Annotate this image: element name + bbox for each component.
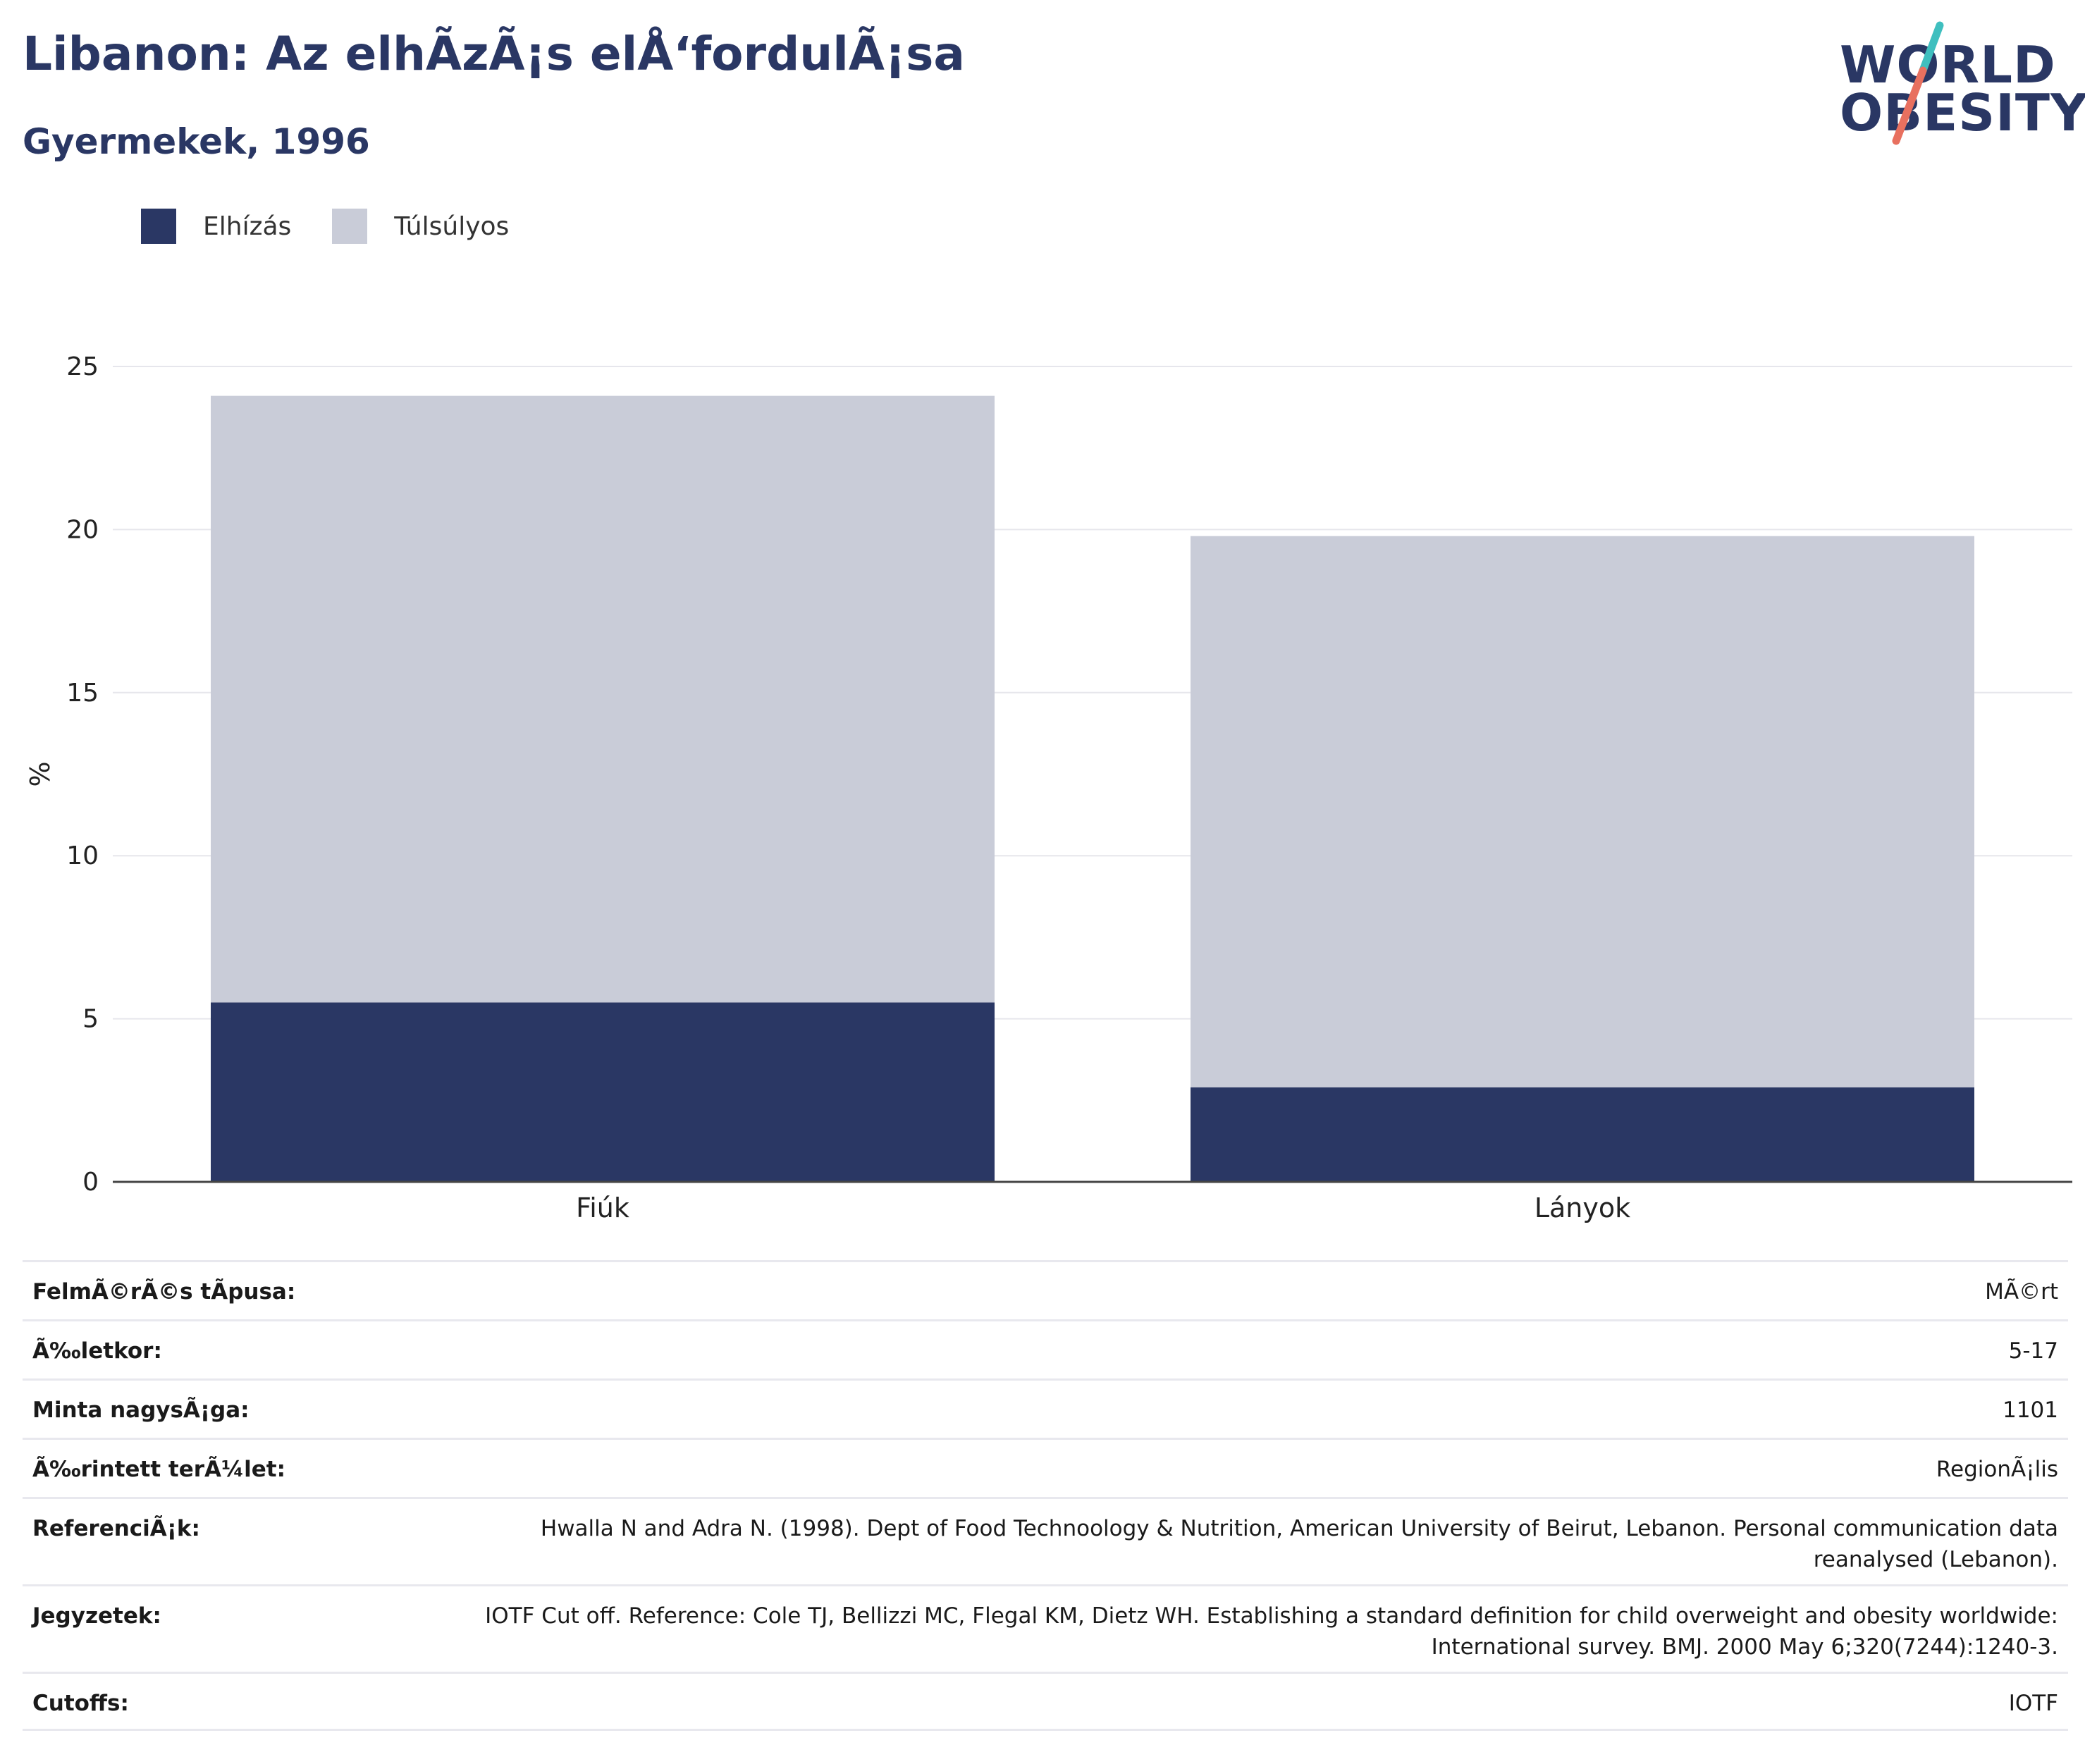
details-label: Ã‰letkor: <box>32 1338 162 1364</box>
details-label: Ã‰rintett terÃ¼let: <box>32 1457 285 1482</box>
logo-line-world: WORLD <box>1840 35 2056 94</box>
details-label: Cutoffs: <box>32 1691 129 1716</box>
y-tick-label: 15 <box>66 679 99 708</box>
details-row-sample-size: Minta nagysÃ¡ga: 1101 <box>23 1378 2068 1438</box>
details-row-survey-type: FelmÃ©rÃ©s tÃpusa: MÃ©rt <box>23 1260 2068 1319</box>
y-tick-label: 0 <box>82 1168 99 1197</box>
details-row-references: ReferenciÃ¡k: Hwalla N and Adra N. (1998… <box>23 1497 2068 1584</box>
legend-swatch-overweight <box>332 209 368 244</box>
details-label: ReferenciÃ¡k: <box>32 1516 200 1541</box>
logo-slash-icon <box>1892 21 1944 145</box>
y-tick-label: 20 <box>66 515 99 544</box>
details-label: Minta nagysÃ¡ga: <box>32 1398 250 1423</box>
details-value: IOTF <box>2008 1691 2058 1716</box>
bar-elh-z-s-1 <box>1191 1087 1974 1182</box>
details-value: RegionÃ¡lis <box>1936 1457 2058 1482</box>
y-tick-label: 5 <box>82 1005 99 1034</box>
stacked-bar-chart: 0 5 10 15 20 25% Fiúk Lányok <box>25 352 2072 1223</box>
bar-t-ls-lyos-0 <box>211 395 995 1003</box>
y-axis-label: % <box>25 761 56 787</box>
details-value: 1101 <box>2003 1398 2058 1423</box>
legend-swatch-obesity <box>141 209 176 244</box>
details-label: Jegyzetek: <box>32 1603 161 1629</box>
legend-item-obesity: Elhízás <box>141 209 291 244</box>
details-value: IOTF Cut off. Reference: Cole TJ, Belliz… <box>485 1603 2058 1660</box>
y-tick-label: 25 <box>66 352 99 381</box>
world-obesity-logo: WORLD OBESITY <box>1840 20 2085 147</box>
bar-elh-z-s-0 <box>211 1002 995 1182</box>
details-row-area: Ã‰rintett terÃ¼let: RegionÃ¡lis <box>23 1438 2068 1497</box>
details-label: FelmÃ©rÃ©s tÃpusa: <box>32 1279 296 1305</box>
legend-item-overweight: Túlsúlyos <box>332 209 509 244</box>
legend-label-obesity: Elhízás <box>203 211 292 241</box>
bar-t-ls-lyos-1 <box>1191 536 1974 1087</box>
details-value: MÃ©rt <box>1985 1279 2058 1305</box>
details-value: 5-17 <box>2008 1338 2058 1364</box>
details-row-notes: Jegyzetek: IOTF Cut off. Reference: Cole… <box>23 1584 2068 1672</box>
details-table: FelmÃ©rÃ©s tÃpusa: MÃ©rt Ã‰letkor: 5-17 … <box>23 1260 2068 1731</box>
legend-label-overweight: Túlsúlyos <box>394 211 510 241</box>
x-tick-label: Lányok <box>1534 1192 1630 1223</box>
chart-title: Libanon: Az elhÃzÃ¡s elÅ‘fordulÃ¡sa <box>23 27 965 81</box>
chart-legend: Elhízás Túlsúlyos <box>141 209 550 244</box>
details-value: Hwalla N and Adra N. (1998). Dept of Foo… <box>540 1516 2058 1572</box>
logo-line-obesity: OBESITY <box>1840 83 2085 142</box>
y-tick-label: 10 <box>66 841 99 870</box>
details-row-age: Ã‰letkor: 5-17 <box>23 1319 2068 1378</box>
details-row-cutoffs: Cutoffs: IOTF <box>23 1672 2068 1731</box>
chart-subtitle: Gyermekek, 1996 <box>23 121 370 162</box>
x-tick-label: Fiúk <box>576 1192 629 1223</box>
